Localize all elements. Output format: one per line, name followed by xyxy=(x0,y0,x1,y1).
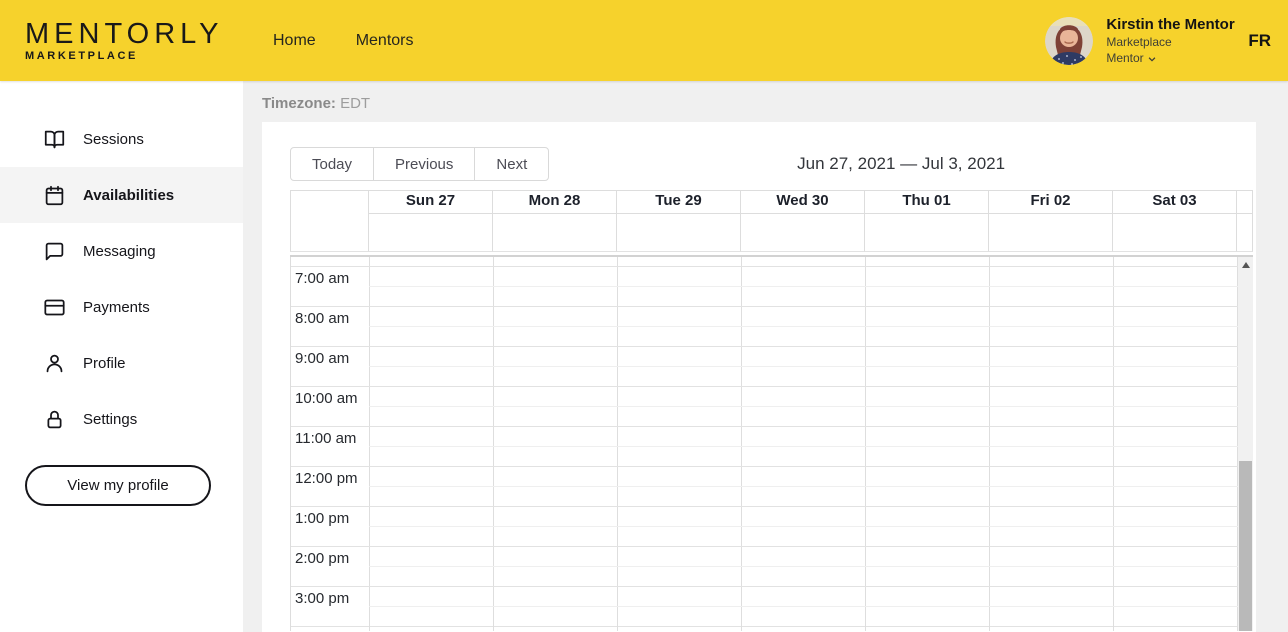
sidebar-item-settings[interactable]: Settings xyxy=(0,391,243,447)
timezone-label: Timezone: xyxy=(262,95,336,112)
sidebar-item-label: Availabilities xyxy=(83,186,175,204)
column-line xyxy=(493,257,494,631)
hour-row xyxy=(291,266,1253,306)
sidebar-item-label: Payments xyxy=(83,298,150,316)
sidebar-item-label: Settings xyxy=(83,410,138,428)
sidebar-item-label: Profile xyxy=(83,354,126,372)
next-button[interactable]: Next xyxy=(474,147,550,181)
day-header-tue: Tue 29 xyxy=(616,191,740,214)
user-name: Kirstin the Mentor xyxy=(1106,15,1235,33)
user-org: Marketplace xyxy=(1106,34,1172,49)
triangle-up-icon xyxy=(1241,261,1250,268)
availability-calendar-card: Today Previous Next Jun 27, 2021 — Jul 3… xyxy=(262,122,1256,632)
sidebar-item-sessions[interactable]: Sessions xyxy=(0,111,243,167)
day-header-sat: Sat 03 xyxy=(1112,191,1236,214)
scrollbar-thumb[interactable] xyxy=(1239,461,1252,631)
today-button[interactable]: Today xyxy=(290,147,375,181)
column-line xyxy=(989,257,990,631)
book-open-icon xyxy=(44,130,65,148)
chat-bubble-icon xyxy=(45,242,64,260)
sidebar-item-label: Messaging xyxy=(83,242,156,260)
day-header-row: Sun 27 Mon 28 Tue 29 Wed 30 Thu 01 Fri 0… xyxy=(290,190,1253,214)
time-label: 12:00 pm xyxy=(295,470,358,487)
view-my-profile-button[interactable]: View my profile xyxy=(25,465,211,506)
logo-wordmark: MENTORLY xyxy=(25,17,224,50)
language-toggle[interactable]: FR xyxy=(1248,30,1271,50)
sidebar-item-messaging[interactable]: Messaging xyxy=(0,223,243,279)
column-line xyxy=(865,257,866,631)
hour-row xyxy=(291,426,1253,466)
day-header-sun: Sun 27 xyxy=(368,191,492,214)
calendar-toolbar: Today Previous Next Jun 27, 2021 — Jul 3… xyxy=(290,147,1253,181)
day-header-wed: Wed 30 xyxy=(740,191,864,214)
top-navigation-bar: MENTORLY MARKETPLACE Home Mentors xyxy=(0,0,1288,81)
time-label: 2:00 pm xyxy=(295,550,350,567)
grid-divider xyxy=(290,255,1253,257)
time-label: 3:00 pm xyxy=(295,590,350,607)
avatar-photo xyxy=(1045,16,1094,65)
time-label: 9:00 am xyxy=(295,350,350,367)
day-header-thu: Thu 01 xyxy=(864,191,988,214)
time-label: 11:00 am xyxy=(295,430,357,447)
column-line xyxy=(1113,257,1114,631)
hour-row xyxy=(291,466,1253,506)
day-header-mon: Mon 28 xyxy=(492,191,616,214)
logo-tagline: MARKETPLACE xyxy=(25,50,138,63)
hour-row xyxy=(291,306,1253,346)
nav-home[interactable]: Home xyxy=(273,31,316,49)
column-line xyxy=(369,257,370,631)
hour-row xyxy=(291,506,1253,546)
user-area: Kirstin the Mentor Marketplace Mentor FR xyxy=(1045,16,1271,66)
time-label: 8:00 am xyxy=(295,310,350,327)
day-header-fri: Fri 02 xyxy=(988,191,1112,214)
time-label: 7:00 am xyxy=(295,270,350,287)
sidebar: Sessions Availabilities Messaging Paymen… xyxy=(0,81,243,632)
main-content: Timezone: EDT Today Previous Next Jun 27… xyxy=(243,81,1288,632)
calendar-nav-buttons: Today Previous Next xyxy=(290,147,550,181)
hour-row xyxy=(291,546,1253,586)
mentorly-logo[interactable]: MENTORLY MARKETPLACE xyxy=(25,17,224,63)
chevron-down-icon xyxy=(1148,56,1156,62)
hour-row xyxy=(291,386,1253,426)
user-role-dropdown[interactable]: Mentor xyxy=(1106,50,1236,66)
person-icon xyxy=(46,354,63,372)
time-gutter-header xyxy=(290,191,368,214)
time-label: 10:00 am xyxy=(295,390,358,407)
column-line xyxy=(1237,257,1238,631)
credit-card-icon xyxy=(44,299,65,315)
previous-button[interactable]: Previous xyxy=(373,147,476,181)
lock-icon xyxy=(47,410,62,428)
hour-row xyxy=(291,346,1253,386)
user-role-label: Mentor xyxy=(1106,50,1144,65)
week-grid: Sun 27 Mon 28 Tue 29 Wed 30 Thu 01 Fri 0… xyxy=(290,190,1253,631)
sidebar-item-payments[interactable]: Payments xyxy=(0,279,243,335)
timezone-indicator: Timezone: EDT xyxy=(262,95,370,112)
hour-row xyxy=(291,586,1253,626)
scrollbar-spacer xyxy=(1236,191,1253,214)
time-label: 1:00 pm xyxy=(295,510,350,527)
user-info: Kirstin the Mentor Marketplace Mentor xyxy=(1106,16,1236,66)
scroll-up-arrow[interactable] xyxy=(1238,257,1253,272)
nav-mentors[interactable]: Mentors xyxy=(355,31,414,49)
sidebar-item-profile[interactable]: Profile xyxy=(0,335,243,391)
top-nav: Home Mentors xyxy=(273,32,413,50)
column-line xyxy=(617,257,618,631)
timezone-value: EDT xyxy=(340,95,371,112)
hour-row xyxy=(291,626,1253,631)
sidebar-item-availabilities[interactable]: Availabilities xyxy=(0,167,243,223)
calendar-scrollbar[interactable] xyxy=(1238,257,1253,631)
avatar[interactable] xyxy=(1045,16,1094,65)
sidebar-item-label: Sessions xyxy=(83,130,144,148)
calendar-icon xyxy=(45,185,64,205)
all-day-row[interactable] xyxy=(290,214,1253,252)
time-grid[interactable]: 7:00 am 8:00 am 9:00 am 10:00 am 11:00 a… xyxy=(290,257,1253,631)
column-line xyxy=(741,257,742,631)
calendar-date-range-title: Jun 27, 2021 — Jul 3, 2021 xyxy=(797,154,1006,173)
